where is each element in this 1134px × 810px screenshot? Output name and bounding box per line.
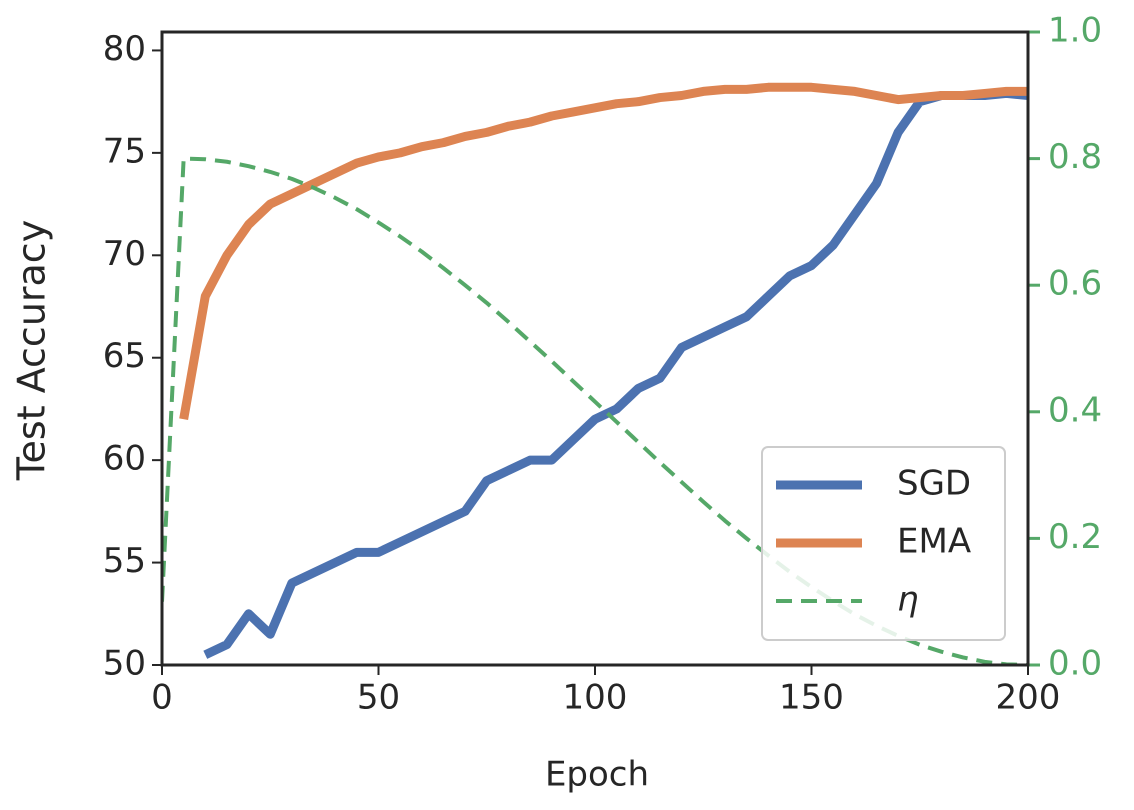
y-tick-label: 50 (103, 644, 146, 684)
x-tick-label: 100 (563, 678, 628, 718)
x-tick-label: 50 (357, 678, 400, 718)
y-tick-label: 70 (103, 234, 146, 274)
y-axis-label: Test Accuracy (10, 220, 54, 481)
y2-tick-label: 0.0 (1048, 644, 1102, 684)
x-tick-label: 0 (151, 678, 173, 718)
x-axis-label: Epoch (545, 755, 649, 795)
x-tick-label: 150 (779, 678, 844, 718)
y-tick-label: 60 (103, 439, 146, 479)
y-tick-label: 80 (103, 29, 146, 69)
legend-box (761, 446, 1006, 641)
series-line (179, 82, 1028, 420)
legend-label: SGD (897, 464, 971, 504)
legend-label: η (897, 580, 919, 620)
plot-frame (160, 30, 1030, 667)
y2-tick-label: 0.4 (1048, 390, 1102, 430)
y2-tick-label: 0.8 (1048, 137, 1102, 177)
series-line (203, 88, 1028, 659)
y2-tick-label: 0.6 (1048, 264, 1102, 304)
y2-tick-label: 1.0 (1048, 11, 1102, 51)
y2-tick-label: 0.2 (1048, 517, 1102, 557)
y-tick-label: 55 (103, 541, 146, 581)
y-tick-label: 65 (103, 336, 146, 376)
y-tick-label: 75 (103, 131, 146, 171)
legend-label: EMA (897, 522, 971, 562)
legend: SGD EMA η (761, 446, 1006, 641)
x-tick-label: 200 (996, 678, 1061, 718)
